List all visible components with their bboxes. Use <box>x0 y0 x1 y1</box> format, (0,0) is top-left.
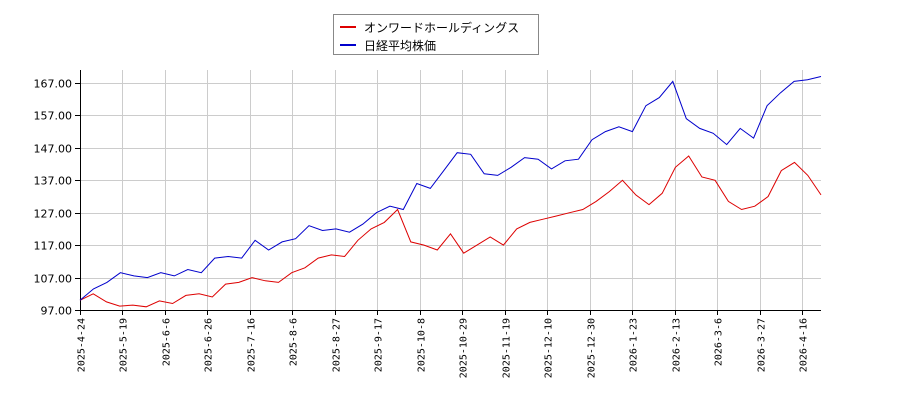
legend-item-nikkei: 日経平均株価 <box>340 37 436 53</box>
svg-text:157.00: 157.00 <box>34 110 73 123</box>
svg-text:2025-4-24: 2025-4-24 <box>77 318 88 372</box>
svg-text:2025-12-30: 2025-12-30 <box>587 318 598 378</box>
legend-item-onward: オンワードホールディングス <box>340 19 519 35</box>
svg-text:97.00: 97.00 <box>41 305 73 318</box>
legend-swatch-red <box>340 26 356 28</box>
svg-text:2026-2-13: 2026-2-13 <box>672 318 683 372</box>
legend: オンワードホールディングス 日経平均株価 <box>333 14 539 55</box>
series-line <box>79 76 822 301</box>
legend-label: オンワードホールディングス <box>364 20 520 35</box>
axes <box>75 70 821 315</box>
svg-text:2026-3-27: 2026-3-27 <box>757 318 768 372</box>
svg-text:127.00: 127.00 <box>34 208 73 221</box>
svg-text:2025-8-6: 2025-8-6 <box>289 318 300 366</box>
svg-text:147.00: 147.00 <box>34 143 73 156</box>
svg-text:117.00: 117.00 <box>34 240 73 253</box>
series-line <box>79 155 822 308</box>
svg-text:2025-6-26: 2025-6-26 <box>204 318 215 372</box>
legend-swatch-blue <box>340 44 356 46</box>
svg-text:2025-10-8: 2025-10-8 <box>417 318 428 372</box>
svg-text:2025-6-6: 2025-6-6 <box>162 318 173 366</box>
svg-text:137.00: 137.00 <box>34 175 73 188</box>
y-axis-labels: 97.00 107.00 117.00 127.00 137.00 147.00 157.0… <box>34 78 73 318</box>
svg-text:2025-10-29: 2025-10-29 <box>459 318 470 378</box>
svg-text:2025-7-16: 2025-7-16 <box>247 318 258 372</box>
svg-text:2026-3-6: 2026-3-6 <box>714 318 725 366</box>
svg-text:167.00: 167.00 <box>34 78 73 91</box>
svg-text:2025-12-10: 2025-12-10 <box>544 318 555 378</box>
svg-text:2025-5-19: 2025-5-19 <box>119 318 130 372</box>
legend-label: 日経平均株価 <box>364 38 437 53</box>
svg-text:107.00: 107.00 <box>34 273 73 286</box>
svg-text:2025-8-27: 2025-8-27 <box>332 318 343 372</box>
svg-text:2026-4-16: 2026-4-16 <box>799 318 810 372</box>
svg-text:2025-11-19: 2025-11-19 <box>502 318 513 378</box>
svg-text:2026-1-23: 2026-1-23 <box>629 318 640 372</box>
svg-text:2025-9-17: 2025-9-17 <box>374 318 385 372</box>
x-axis-labels: 2025-4-24 2025-5-19 2025-6-6 2025-6-26 2025-… <box>77 318 810 378</box>
series-lines <box>79 76 822 308</box>
gridlines <box>80 70 821 310</box>
